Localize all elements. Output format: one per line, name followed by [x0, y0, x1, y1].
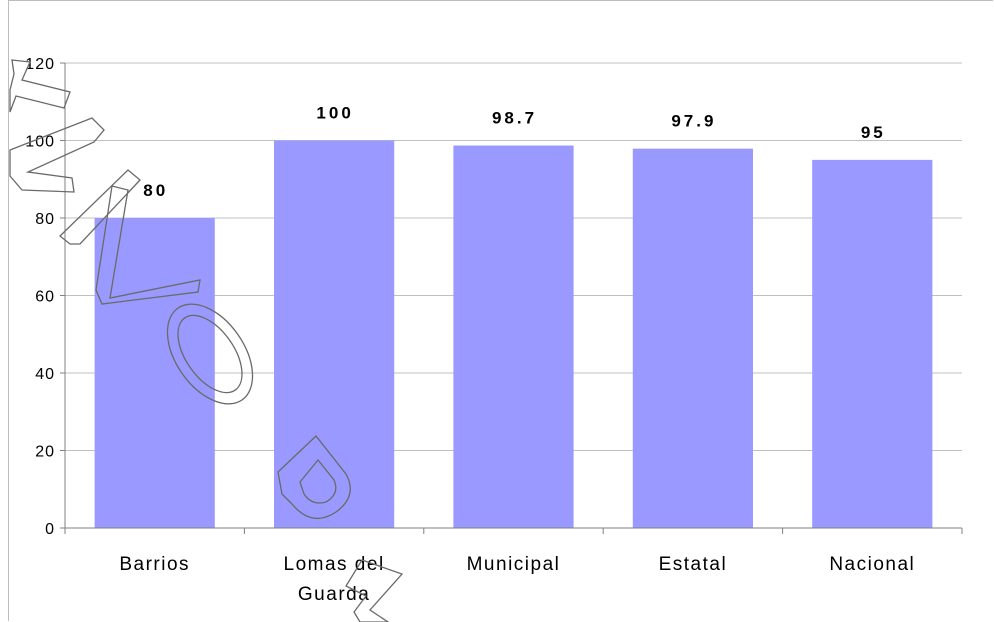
category-label: Nacional: [829, 554, 915, 575]
watermark-letter-r: [9, 117, 105, 193]
bar: [274, 140, 395, 528]
watermark-letter-o: [166, 303, 254, 405]
watermark-letter-a: [9, 59, 71, 113]
data-label: 98.7: [492, 109, 537, 128]
y-tick-label: 40: [35, 366, 55, 383]
watermark-letter-c: [59, 169, 141, 245]
archive-watermark: [9, 59, 404, 622]
watermark-letter-a2: [345, 559, 404, 622]
data-label: 97.9: [671, 112, 716, 131]
bar: [94, 218, 215, 528]
data-label: 100: [316, 104, 353, 123]
y-tick-label: 100: [25, 134, 55, 151]
category-label: Lomas del: [284, 554, 385, 575]
y-tick-label: 20: [35, 444, 55, 461]
category-label: Estatal: [659, 554, 728, 575]
y-tick-label: 120: [25, 56, 55, 73]
category-label: Municipal: [467, 554, 561, 575]
watermark-letter-p: [277, 435, 351, 520]
bar: [812, 159, 933, 528]
data-label: 95: [861, 123, 886, 142]
bar: [632, 148, 753, 528]
watermark-letter-o-inner: [177, 314, 243, 394]
y-tick-label: 80: [35, 211, 55, 228]
y-tick-label: 0: [45, 521, 55, 538]
chart-frame: [8, 0, 993, 621]
category-label: Guarda: [298, 584, 370, 605]
watermark-letter-h: [95, 185, 201, 305]
category-label: Barrios: [119, 554, 190, 575]
data-labels: 80 100 98.7 97.9 95: [143, 104, 886, 201]
axes: 0 20 40 60 80 100 120 Barrios Lomas del Guarda Mun…: [25, 56, 963, 605]
data-label: 80: [143, 181, 168, 200]
bar: [453, 145, 574, 528]
bars: [94, 140, 933, 528]
y-tick-label: 60: [35, 289, 55, 306]
